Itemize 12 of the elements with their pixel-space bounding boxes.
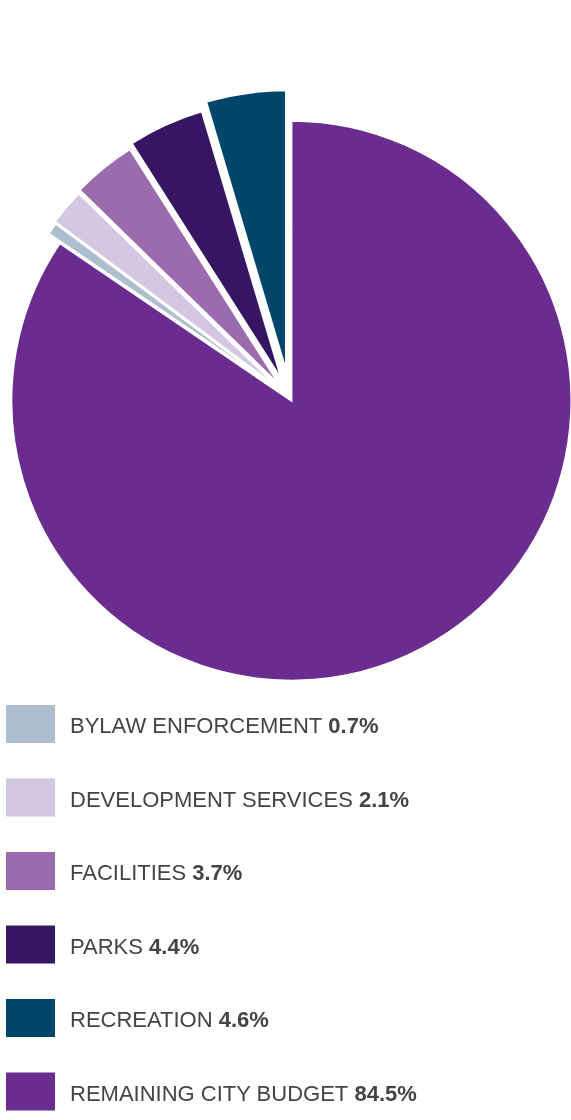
data-label: 2.1% <box>352 786 410 812</box>
data-label: 0.7% <box>322 713 379 738</box>
data-label: 4.4% <box>142 933 200 959</box>
data-label: 3.7% <box>186 860 243 885</box>
data-label: 84.5% <box>348 1080 417 1106</box>
legend-label: FACILITIES <box>70 860 187 885</box>
legend-label: DEVELOPMENT SERVICES <box>70 786 353 812</box>
legend-label: BYLAW ENFORCEMENT <box>70 713 323 738</box>
legend-label: REMAINING CITY BUDGET <box>70 1080 349 1106</box>
legend-label: RECREATION <box>70 1007 213 1032</box>
data-label: 4.6% <box>212 1007 269 1032</box>
legend-label: PARKS <box>70 933 143 959</box>
